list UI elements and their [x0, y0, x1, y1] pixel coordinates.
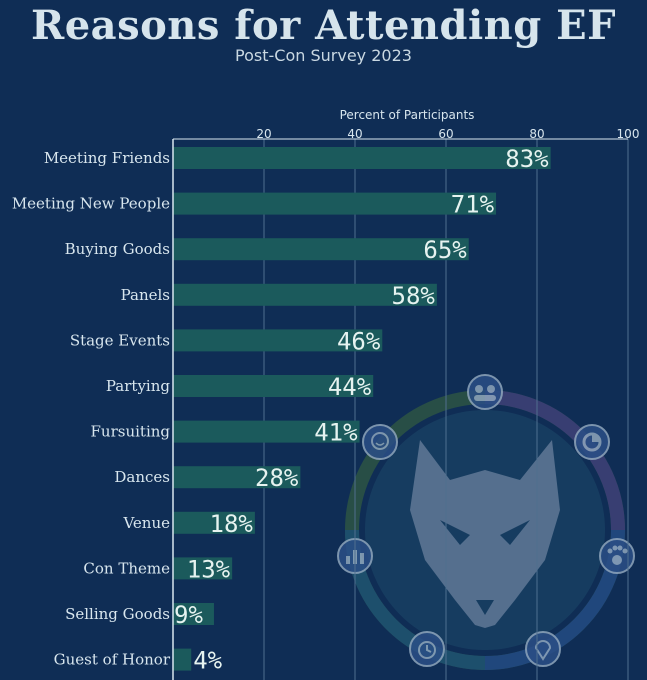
- bar-8: [173, 511, 255, 534]
- category-label: Buying Goods: [65, 240, 170, 258]
- category-label: Fursuiting: [91, 423, 171, 441]
- category-label: Dances: [114, 468, 170, 486]
- x-tick-label: 100: [617, 127, 640, 141]
- bar-10: [173, 603, 214, 625]
- value-label: 71%: [451, 191, 495, 219]
- value-label: 18%: [210, 510, 254, 538]
- alarm-clock-icon: [409, 631, 445, 667]
- x-axis-title: Percent of Participants: [340, 108, 475, 122]
- category-label: Partying: [106, 377, 170, 395]
- category-label: Venue: [122, 514, 170, 532]
- value-label: 13%: [187, 555, 231, 583]
- value-label: 46%: [337, 327, 381, 355]
- location-pin-icon: [525, 631, 561, 667]
- value-label: 41%: [314, 419, 358, 447]
- bar-9: [173, 557, 233, 580]
- category-label: Meeting Friends: [44, 149, 170, 167]
- x-tick-label: 20: [256, 127, 271, 141]
- value-label: 28%: [255, 464, 299, 492]
- bar-11: [173, 648, 192, 671]
- bar-5: [173, 375, 374, 397]
- value-label: 4%: [193, 647, 222, 675]
- group-icon: [467, 374, 503, 410]
- value-label: 58%: [392, 282, 436, 310]
- value-label: 83%: [505, 145, 549, 173]
- category-label: Meeting New People: [12, 195, 170, 213]
- chat-bubble-icon: [362, 424, 398, 460]
- bar-6: [173, 420, 360, 443]
- bar-4: [173, 329, 383, 352]
- bar-1: [173, 192, 497, 215]
- x-tick-label: 60: [438, 127, 453, 141]
- x-tick-label: 80: [529, 127, 544, 141]
- x-tick-label: 40: [347, 127, 362, 141]
- chart-subtitle: Post-Con Survey 2023: [235, 46, 412, 65]
- category-label: Con Theme: [83, 559, 170, 577]
- wolf-head-icon: [410, 440, 560, 628]
- category-label: Selling Goods: [65, 605, 170, 623]
- pie-chart-icon: [574, 424, 610, 460]
- value-label: 44%: [328, 373, 372, 401]
- value-label: 9%: [174, 601, 203, 629]
- chart-title: Reasons for Attending EF: [30, 2, 617, 49]
- paw-icon: [599, 538, 635, 574]
- bar-0: [173, 147, 551, 169]
- value-label: 65%: [423, 236, 467, 264]
- category-label: Panels: [121, 286, 170, 304]
- category-label: Stage Events: [70, 331, 170, 349]
- bar-7: [173, 466, 301, 489]
- bar-2: [173, 238, 469, 261]
- category-label: Guest of Honor: [54, 651, 171, 669]
- bar-3: [173, 283, 437, 306]
